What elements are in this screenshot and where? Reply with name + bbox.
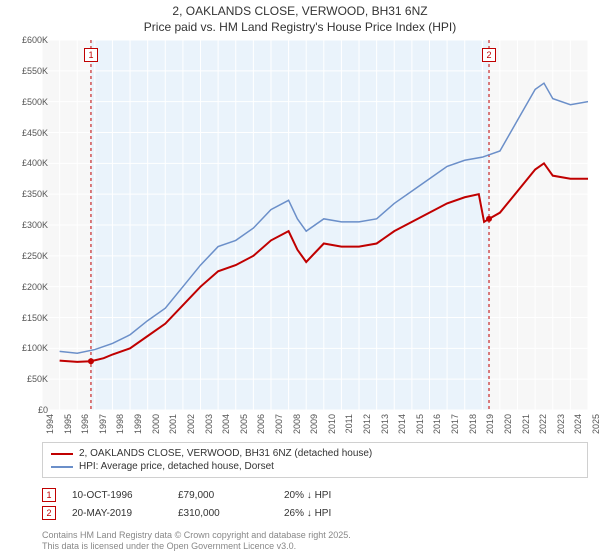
x-tick-label: 1999 (133, 414, 143, 434)
y-tick-label: £550K (8, 66, 48, 76)
x-tick-label: 2012 (362, 414, 372, 434)
marker-badge: 1 (42, 488, 56, 502)
legend-swatch (51, 466, 73, 468)
title-line1: 2, OAKLANDS CLOSE, VERWOOD, BH31 6NZ (0, 4, 600, 20)
y-tick-label: £300K (8, 220, 48, 230)
y-tick-label: £450K (8, 128, 48, 138)
legend-item: 2, OAKLANDS CLOSE, VERWOOD, BH31 6NZ (de… (51, 447, 579, 460)
x-tick-label: 2011 (344, 414, 354, 433)
x-tick-label: 2015 (415, 414, 425, 434)
footer-attribution: Contains HM Land Registry data © Crown c… (42, 530, 351, 552)
marker-delta: 26% ↓ HPI (284, 508, 374, 519)
marker-price: £310,000 (178, 508, 268, 519)
x-tick-label: 1995 (63, 414, 73, 434)
footer-line1: Contains HM Land Registry data © Crown c… (42, 530, 351, 541)
x-tick-label: 2019 (485, 414, 495, 434)
legend-swatch (51, 453, 73, 455)
x-tick-label: 2005 (239, 414, 249, 434)
legend: 2, OAKLANDS CLOSE, VERWOOD, BH31 6NZ (de… (42, 442, 588, 478)
y-tick-label: £600K (8, 35, 48, 45)
chart-title: 2, OAKLANDS CLOSE, VERWOOD, BH31 6NZ Pri… (0, 0, 600, 35)
x-tick-label: 2020 (503, 414, 513, 434)
x-tick-label: 1996 (80, 414, 90, 434)
x-tick-label: 2016 (432, 414, 442, 434)
y-tick-label: £100K (8, 343, 48, 353)
x-tick-label: 2003 (204, 414, 214, 434)
chart-svg (42, 40, 588, 410)
marker-row: 2 20-MAY-2019 £310,000 26% ↓ HPI (42, 504, 588, 522)
y-tick-label: £50K (8, 374, 48, 384)
chart-plot-area (42, 40, 588, 410)
x-tick-label: 2001 (168, 414, 178, 434)
x-tick-label: 2013 (380, 414, 390, 434)
title-line2: Price paid vs. HM Land Registry's House … (0, 20, 600, 36)
y-tick-label: £350K (8, 189, 48, 199)
x-tick-label: 2021 (521, 414, 531, 434)
x-tick-label: 2022 (538, 414, 548, 434)
x-tick-label: 2023 (556, 414, 566, 434)
x-tick-label: 2017 (450, 414, 460, 434)
chart-marker-badge: 1 (84, 48, 98, 62)
y-tick-label: £400K (8, 158, 48, 168)
x-tick-label: 2010 (327, 414, 337, 434)
x-tick-label: 2002 (186, 414, 196, 434)
legend-label: 2, OAKLANDS CLOSE, VERWOOD, BH31 6NZ (de… (79, 448, 372, 459)
x-tick-label: 2007 (274, 414, 284, 434)
x-tick-label: 2008 (292, 414, 302, 434)
legend-item: HPI: Average price, detached house, Dors… (51, 460, 579, 473)
y-tick-label: £200K (8, 282, 48, 292)
x-tick-label: 2018 (468, 414, 478, 434)
x-tick-label: 2014 (397, 414, 407, 434)
x-tick-label: 1994 (45, 414, 55, 434)
y-tick-label: £500K (8, 97, 48, 107)
marker-table: 1 10-OCT-1996 £79,000 20% ↓ HPI 2 20-MAY… (42, 486, 588, 522)
y-tick-label: £150K (8, 313, 48, 323)
x-tick-label: 2024 (573, 414, 583, 434)
footer-line2: This data is licensed under the Open Gov… (42, 541, 351, 552)
x-tick-label: 2009 (309, 414, 319, 434)
chart-marker-badge: 2 (482, 48, 496, 62)
marker-delta: 20% ↓ HPI (284, 490, 374, 501)
x-tick-label: 2025 (591, 414, 600, 434)
x-tick-label: 1997 (98, 414, 108, 434)
marker-row: 1 10-OCT-1996 £79,000 20% ↓ HPI (42, 486, 588, 504)
marker-badge: 2 (42, 506, 56, 520)
x-tick-label: 2006 (256, 414, 266, 434)
marker-price: £79,000 (178, 490, 268, 501)
x-tick-label: 2004 (221, 414, 231, 434)
legend-label: HPI: Average price, detached house, Dors… (79, 461, 274, 472)
x-tick-label: 2000 (151, 414, 161, 434)
y-tick-label: £0 (8, 405, 48, 415)
marker-date: 20-MAY-2019 (72, 508, 162, 519)
marker-date: 10-OCT-1996 (72, 490, 162, 501)
y-tick-label: £250K (8, 251, 48, 261)
x-tick-label: 1998 (115, 414, 125, 434)
